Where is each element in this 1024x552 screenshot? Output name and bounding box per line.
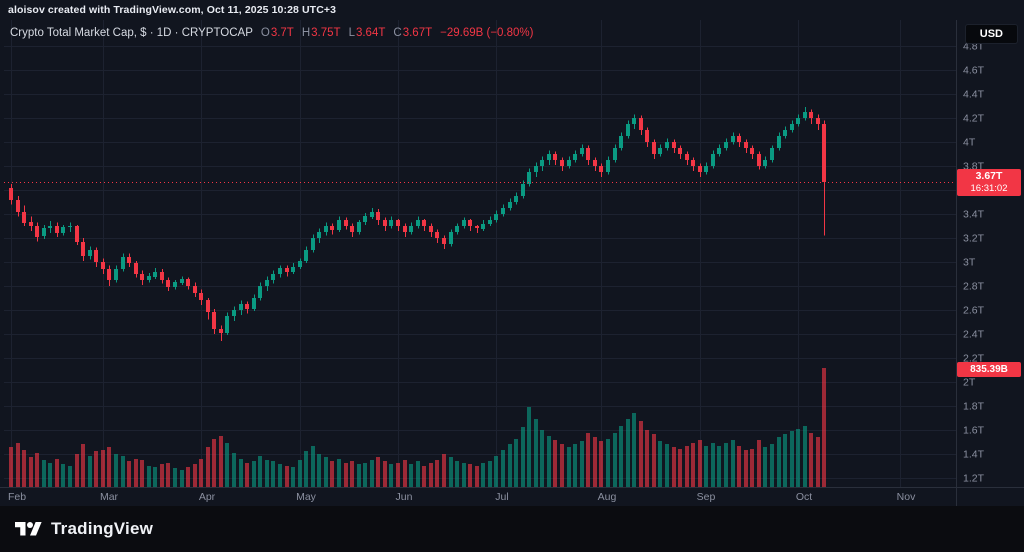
ohlc-open-value: 3.7T bbox=[270, 27, 294, 39]
tradingview-logo-icon bbox=[15, 521, 42, 535]
attribution-bar: aloisov created with TradingView.com, Oc… bbox=[0, 0, 1024, 20]
svg-text:3.4T: 3.4T bbox=[963, 209, 985, 221]
ohlc-close-value: 3.67T bbox=[402, 27, 433, 39]
svg-text:1.4T: 1.4T bbox=[963, 449, 985, 461]
svg-text:2.8T: 2.8T bbox=[963, 281, 985, 293]
svg-text:Nov: Nov bbox=[897, 491, 916, 503]
ohlc-close-label: C bbox=[393, 27, 402, 39]
last-price-value: 3.67T bbox=[975, 169, 1003, 182]
tradingview-brand-text: TradingView bbox=[51, 519, 154, 538]
ohlc-open: O 3.7T bbox=[261, 27, 294, 39]
svg-text:Aug: Aug bbox=[598, 491, 617, 503]
svg-text:1.8T: 1.8T bbox=[963, 401, 985, 413]
svg-text:2T: 2T bbox=[963, 377, 976, 389]
attribution-text: aloisov created with TradingView.com, Oc… bbox=[8, 4, 337, 16]
volume-label: 835.39B bbox=[957, 362, 1021, 377]
svg-text:Oct: Oct bbox=[796, 491, 812, 503]
tradingview-logo[interactable]: TradingView bbox=[15, 519, 153, 540]
ohlc-low-value: 3.64T bbox=[355, 27, 386, 39]
svg-text:4.2T: 4.2T bbox=[963, 113, 985, 125]
currency-button[interactable]: USD bbox=[964, 24, 1018, 44]
svg-text:4.6T: 4.6T bbox=[963, 65, 985, 77]
svg-text:2.4T: 2.4T bbox=[963, 329, 985, 341]
last-price-label: 3.67T 16:31:02 bbox=[957, 168, 1021, 196]
svg-text:3.2T: 3.2T bbox=[963, 233, 985, 245]
ohlc-high-label: H bbox=[301, 27, 311, 39]
svg-text:Jul: Jul bbox=[495, 491, 508, 503]
svg-text:2.6T: 2.6T bbox=[963, 305, 985, 317]
svg-text:May: May bbox=[296, 491, 317, 503]
bar-countdown: 16:31:02 bbox=[970, 182, 1008, 194]
ohlc-low-label: L bbox=[348, 27, 355, 39]
svg-text:Apr: Apr bbox=[199, 491, 216, 503]
ohlc-high-value: 3.75T bbox=[311, 27, 341, 39]
svg-text:2.2T: 2.2T bbox=[963, 353, 985, 365]
price-gridlines bbox=[4, 46, 956, 479]
candles bbox=[9, 107, 826, 342]
svg-text:1.6T: 1.6T bbox=[963, 425, 985, 437]
symbol-title[interactable]: Crypto Total Market Cap, $ · 1D · CRYPTO… bbox=[10, 27, 253, 39]
change-value: −29.69B (−0.80%) bbox=[440, 27, 534, 39]
price-axis-labels: 4.8T4.6T4.4T4.2T4T3.8T3.6T3.4T3.2T3T2.8T… bbox=[963, 41, 985, 485]
svg-text:3T: 3T bbox=[963, 257, 976, 269]
svg-text:1.2T: 1.2T bbox=[963, 473, 985, 485]
ohlc-high: H 3.75T bbox=[302, 27, 341, 39]
svg-text:Sep: Sep bbox=[697, 491, 716, 503]
time-axis-labels: Feb Mar Apr May Jun Jul Aug Sep Oct Nov bbox=[8, 491, 916, 503]
svg-text:Jun: Jun bbox=[396, 491, 413, 503]
svg-text:4.4T: 4.4T bbox=[963, 89, 985, 101]
svg-text:Feb: Feb bbox=[8, 491, 26, 503]
svg-text:Mar: Mar bbox=[100, 491, 119, 503]
svg-text:4T: 4T bbox=[963, 137, 976, 149]
ohlc-close: C 3.67T bbox=[393, 27, 432, 39]
ohlc-low: L 3.64T bbox=[349, 27, 386, 39]
time-gridlines bbox=[11, 20, 901, 487]
ohlc-open-label: O bbox=[260, 27, 270, 39]
footer-bar: TradingView bbox=[0, 506, 1024, 552]
chart-legend[interactable]: Crypto Total Market Cap, $ · 1D · CRYPTO… bbox=[10, 27, 533, 39]
volume-bars bbox=[9, 368, 826, 487]
